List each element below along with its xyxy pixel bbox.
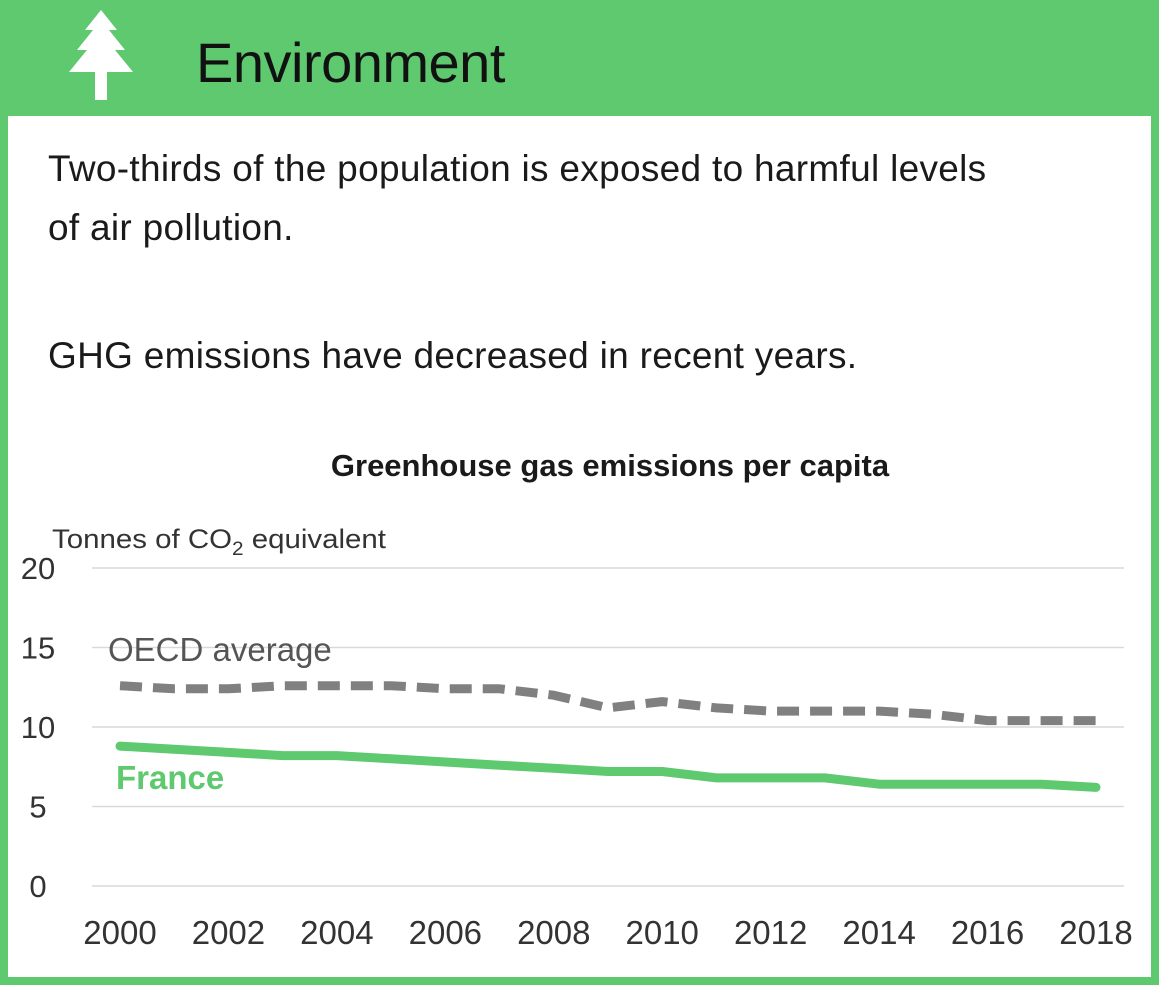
x-tick-label: 2004 [300,914,373,951]
x-tick-label: 2010 [626,914,699,951]
x-tick-label: 2006 [409,914,482,951]
x-tick-label: 2018 [1059,914,1132,951]
x-tick-label: 2016 [951,914,1024,951]
summary-line-1: Two-thirds of the population is exposed … [48,148,987,189]
series-label-oecd-average: OECD average [108,631,332,668]
series-line-oecd-average [119,681,1096,726]
series-label-france: France [116,759,224,796]
x-tick-label: 2000 [83,914,156,951]
y-axis-label: Tonnes of CO 2 equivalent [52,524,387,560]
y-tick-label: 0 [29,869,46,904]
x-tick-label: 2008 [517,914,590,951]
chart-title: Greenhouse gas emissions per capita [331,448,890,483]
summary-line-3: GHG emissions have decreased in recent y… [48,335,858,376]
x-tick-label: 2002 [192,914,265,951]
page-title: Environment [196,31,505,94]
x-tick-label: 2012 [734,914,807,951]
content-panel [8,116,1151,977]
y-tick-label: 10 [21,710,55,745]
tree-icon [69,10,133,100]
y-tick-label: 5 [29,790,46,825]
x-tick-label: 2014 [842,914,915,951]
y-tick-label: 15 [21,631,55,666]
header-bar: Environment [0,0,1159,114]
summary-line-2: of air pollution. [48,207,294,248]
y-tick-label: 20 [21,551,55,586]
series-line-france [115,741,1101,792]
